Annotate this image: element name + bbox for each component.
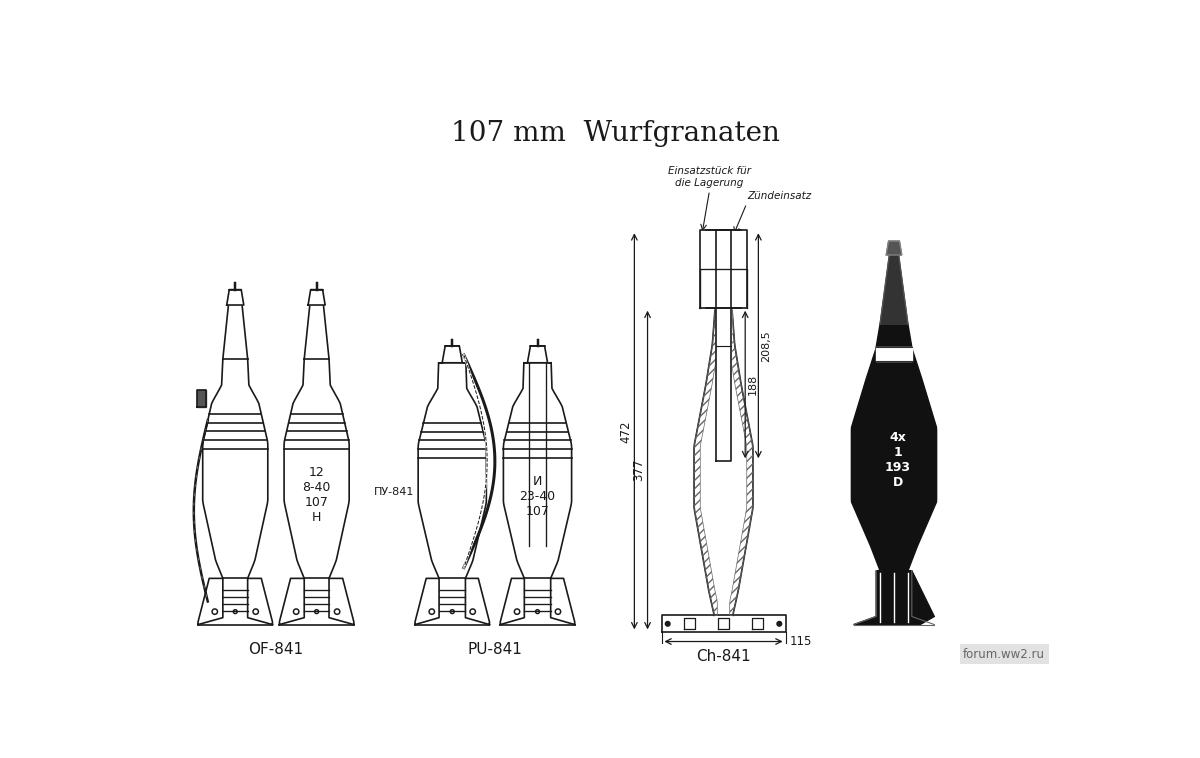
Polygon shape — [876, 347, 912, 362]
Polygon shape — [752, 619, 763, 629]
Text: ПУ-841: ПУ-841 — [374, 487, 414, 497]
Polygon shape — [223, 305, 247, 359]
Polygon shape — [227, 290, 244, 305]
Text: 472: 472 — [619, 420, 632, 443]
Text: OF-841: OF-841 — [248, 641, 304, 656]
Polygon shape — [415, 578, 439, 625]
Polygon shape — [203, 359, 268, 578]
Polygon shape — [198, 578, 223, 625]
Polygon shape — [504, 363, 571, 578]
Polygon shape — [853, 571, 935, 625]
Polygon shape — [308, 290, 325, 305]
Text: Zündeinsatz: Zündeinsatz — [746, 191, 811, 201]
Polygon shape — [247, 578, 272, 625]
Text: forum.ww2.ru: forum.ww2.ru — [964, 648, 1045, 661]
Polygon shape — [500, 578, 524, 625]
Polygon shape — [700, 230, 748, 308]
Polygon shape — [442, 346, 462, 363]
Polygon shape — [718, 619, 728, 629]
Text: 208,5: 208,5 — [761, 330, 770, 362]
Polygon shape — [701, 308, 746, 615]
Text: Einsatzstück für
die Lagerung: Einsatzstück für die Lagerung — [668, 166, 751, 188]
Polygon shape — [329, 578, 354, 625]
Circle shape — [776, 622, 781, 626]
Text: 188: 188 — [748, 374, 757, 395]
Polygon shape — [280, 578, 305, 625]
Circle shape — [665, 622, 670, 626]
Polygon shape — [851, 324, 937, 571]
Polygon shape — [880, 255, 908, 324]
Text: 115: 115 — [790, 635, 811, 648]
Polygon shape — [528, 346, 547, 363]
Polygon shape — [684, 619, 695, 629]
Polygon shape — [887, 241, 901, 255]
Text: 107 mm  Wurfgranaten: 107 mm Wurfgranaten — [450, 121, 780, 147]
Text: Ch-841: Ch-841 — [696, 649, 751, 664]
Text: PU-841: PU-841 — [468, 641, 522, 656]
Text: 12
8-40
107
H: 12 8-40 107 H — [302, 466, 331, 524]
Polygon shape — [284, 359, 349, 578]
Polygon shape — [551, 578, 575, 625]
Polygon shape — [197, 390, 206, 407]
Polygon shape — [466, 578, 490, 625]
Polygon shape — [715, 230, 731, 461]
Text: 4х
1
193
D: 4х 1 193 D — [884, 431, 911, 489]
Text: И
23-40
107: И 23-40 107 — [520, 475, 556, 518]
Polygon shape — [661, 615, 786, 632]
Polygon shape — [694, 308, 752, 615]
Polygon shape — [305, 305, 329, 359]
Text: 377: 377 — [632, 459, 646, 481]
Polygon shape — [418, 363, 486, 578]
